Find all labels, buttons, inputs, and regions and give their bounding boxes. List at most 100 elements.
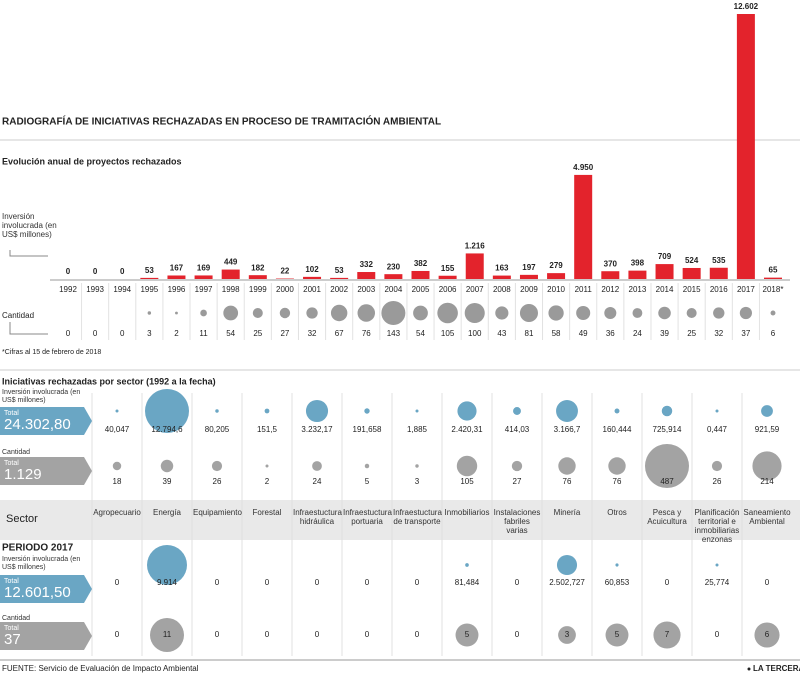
data-label: 18 <box>113 477 122 486</box>
data-label: 0 <box>415 630 420 639</box>
sector-name: Instalaciones fabriles varias <box>493 508 541 535</box>
count-label: 0 <box>120 329 125 338</box>
count-bubble <box>658 306 671 320</box>
x-tick-label: 2013 <box>629 285 647 294</box>
sector-name: Saneamiento Ambiental <box>743 508 791 526</box>
total-value: 1.129 <box>4 466 42 483</box>
value-label: 12.602 <box>734 2 759 11</box>
data-label: 0 <box>215 630 220 639</box>
sector-name: Forestal <box>252 508 282 517</box>
x-tick-label: 2012 <box>601 285 619 294</box>
x-tick-label: 2017 <box>737 285 755 294</box>
x-tick-label: 2014 <box>656 285 674 294</box>
value-label: 102 <box>305 265 319 274</box>
x-tick-label: 1998 <box>222 285 240 294</box>
data-label: 11 <box>163 630 172 639</box>
total-value: 12.601,50 <box>4 584 71 601</box>
total-value: 24.302,80 <box>4 416 71 433</box>
count-bubble <box>200 309 207 317</box>
sector-name: Inmobiliarios <box>444 508 490 517</box>
data-label: 80,205 <box>205 425 230 434</box>
bubble <box>608 457 626 475</box>
bar <box>709 267 728 279</box>
x-tick-label: 2001 <box>303 285 321 294</box>
count-bubble <box>576 305 591 321</box>
value-label: 22 <box>280 267 289 276</box>
count-bubble <box>632 308 643 318</box>
bubble <box>364 408 370 414</box>
count-bubble <box>604 306 617 320</box>
count-label: 100 <box>468 329 482 338</box>
bar <box>140 277 159 279</box>
x-tick-label: 2004 <box>384 285 402 294</box>
x-tick-label: 1999 <box>249 285 267 294</box>
data-label: 160,444 <box>603 425 632 434</box>
count-bubble <box>306 307 318 319</box>
count-bubble <box>519 303 538 323</box>
bar <box>248 275 267 279</box>
bar <box>601 271 620 279</box>
count-label: 54 <box>226 329 235 338</box>
bubble <box>457 401 477 421</box>
x-tick-label: 2018* <box>763 285 784 294</box>
bubble <box>215 409 219 413</box>
bubble <box>661 405 673 417</box>
value-label: 0 <box>66 267 71 276</box>
x-tick-label: 2011 <box>575 285 593 294</box>
bubble <box>364 463 370 469</box>
count-label: 25 <box>253 329 262 338</box>
total-tab <box>0 457 92 485</box>
sector-band <box>0 500 800 540</box>
value-label: 535 <box>712 256 726 265</box>
value-label: 398 <box>631 259 645 268</box>
sector-name: Energía <box>152 508 182 517</box>
x-tick-label: 2006 <box>439 285 457 294</box>
bubble <box>556 554 578 576</box>
bubble <box>715 563 719 567</box>
arrow <box>9 250 48 257</box>
total-tab <box>0 622 92 650</box>
value-label: 167 <box>170 264 184 273</box>
bubble <box>465 563 469 567</box>
section-title: Iniciativas rechazadas por sector (1992 … <box>2 376 216 386</box>
count-label: 6 <box>771 329 776 338</box>
data-label: 12.794,6 <box>151 425 183 434</box>
x-tick-label: 2008 <box>493 285 511 294</box>
data-label: 0 <box>265 630 270 639</box>
sector-label: Sector <box>6 513 38 525</box>
value-label: 155 <box>441 264 455 273</box>
value-label: 169 <box>197 264 211 273</box>
value-label: 230 <box>387 262 401 271</box>
data-label: 26 <box>213 477 222 486</box>
data-label: 0 <box>765 578 770 587</box>
data-label: 27 <box>513 477 522 486</box>
bar <box>628 270 647 279</box>
data-label: 0 <box>665 578 670 587</box>
value-label: 65 <box>769 266 778 275</box>
data-label: 0,447 <box>707 425 728 434</box>
value-label: 1.216 <box>465 242 486 251</box>
x-tick-label: 2005 <box>412 285 430 294</box>
data-label: 40,047 <box>105 425 130 434</box>
data-label: 0 <box>365 578 370 587</box>
data-label: 0 <box>365 630 370 639</box>
bubble <box>614 408 620 414</box>
count-label: 43 <box>497 329 506 338</box>
bar <box>736 14 755 279</box>
data-label: 0 <box>315 578 320 587</box>
data-label: 6 <box>765 630 770 639</box>
count-bubble <box>381 301 406 325</box>
data-label: 25,774 <box>705 578 730 587</box>
value-label: 53 <box>335 266 344 275</box>
bubble <box>456 455 478 477</box>
value-label: 53 <box>145 266 154 275</box>
bubble <box>305 399 329 423</box>
footnote: *Cifras al 15 de febrero de 2018 <box>2 349 101 356</box>
total-word: Total <box>4 410 19 417</box>
bar <box>221 269 240 279</box>
count-label: 27 <box>280 329 289 338</box>
data-label: 414,03 <box>505 425 530 434</box>
bubble <box>455 623 479 647</box>
value-label: 4.950 <box>573 163 594 172</box>
bar <box>519 274 538 279</box>
